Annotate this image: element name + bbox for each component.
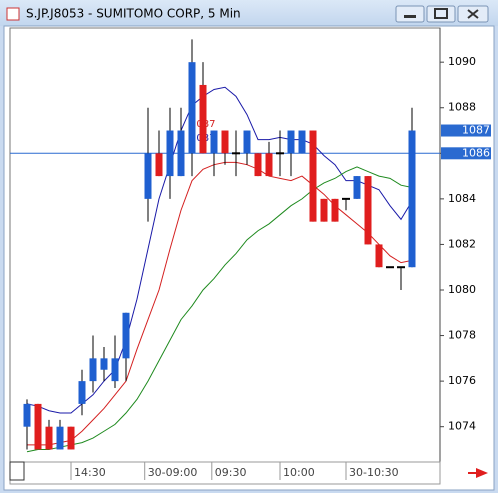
candle-body <box>166 130 174 177</box>
y-tick-label: 1078 <box>448 329 476 342</box>
scroll-arrow[interactable] <box>468 468 488 478</box>
candle-body <box>199 84 207 154</box>
candle-body <box>210 130 218 154</box>
y-tick-label: 1074 <box>448 420 476 433</box>
candle-body <box>408 130 416 268</box>
scroll-box[interactable] <box>9 461 25 481</box>
candle-body <box>155 153 163 177</box>
candle-body <box>188 62 196 154</box>
x-tick-label: 30-10:30 <box>349 466 399 479</box>
candle-body <box>177 130 185 177</box>
price-marker-label: 1087 <box>462 124 490 137</box>
y-tick-label: 1082 <box>448 237 476 250</box>
candle-body <box>144 153 152 199</box>
candle-body <box>221 130 229 154</box>
candle-body <box>89 358 97 382</box>
candle-body <box>34 403 42 450</box>
minimize-icon <box>404 15 416 18</box>
window-icon <box>6 7 20 21</box>
window-title: S.JP.J8053 - SUMITOMO CORP, 5 Min <box>26 7 241 21</box>
moving-average-line <box>26 86 413 414</box>
price-marker <box>441 147 491 160</box>
x-tick-label: 30-09:00 <box>148 466 198 479</box>
candle-body <box>122 312 130 359</box>
candle-body <box>375 244 383 268</box>
x-tick-label: 14:30 <box>74 466 106 479</box>
candle-body <box>45 426 53 450</box>
y-tick-label: 1090 <box>448 55 476 68</box>
y-tick-label: 1084 <box>448 192 476 205</box>
y-tick-label: 1088 <box>448 101 476 114</box>
price-marker <box>441 124 491 137</box>
candle-body <box>67 426 75 450</box>
candle-body <box>23 403 31 427</box>
moving-average-line <box>27 161 413 446</box>
maximize-icon <box>434 8 448 19</box>
candle-body <box>100 358 108 370</box>
x-tick-label: 10:00 <box>283 466 315 479</box>
price-marker-label: 1086 <box>462 146 490 159</box>
y-tick-label: 1076 <box>448 374 476 387</box>
x-tick-label: 09:30 <box>215 466 247 479</box>
candle-body <box>320 198 328 222</box>
y-tick-label: 1080 <box>448 283 476 296</box>
candle-body <box>243 130 251 154</box>
candle-body <box>364 176 372 245</box>
candle-body <box>254 153 262 177</box>
candle-body <box>56 426 64 450</box>
candle-body <box>309 130 317 222</box>
candle-body <box>78 381 86 404</box>
minimize-button[interactable] <box>395 5 425 23</box>
candle-body <box>331 198 339 222</box>
candle-body <box>353 176 361 199</box>
candle-body <box>265 153 273 177</box>
candle-body <box>287 130 295 154</box>
moving-average-line <box>26 166 413 453</box>
candle-body <box>111 358 119 382</box>
close-icon <box>467 9 479 19</box>
candle-body <box>298 130 306 154</box>
